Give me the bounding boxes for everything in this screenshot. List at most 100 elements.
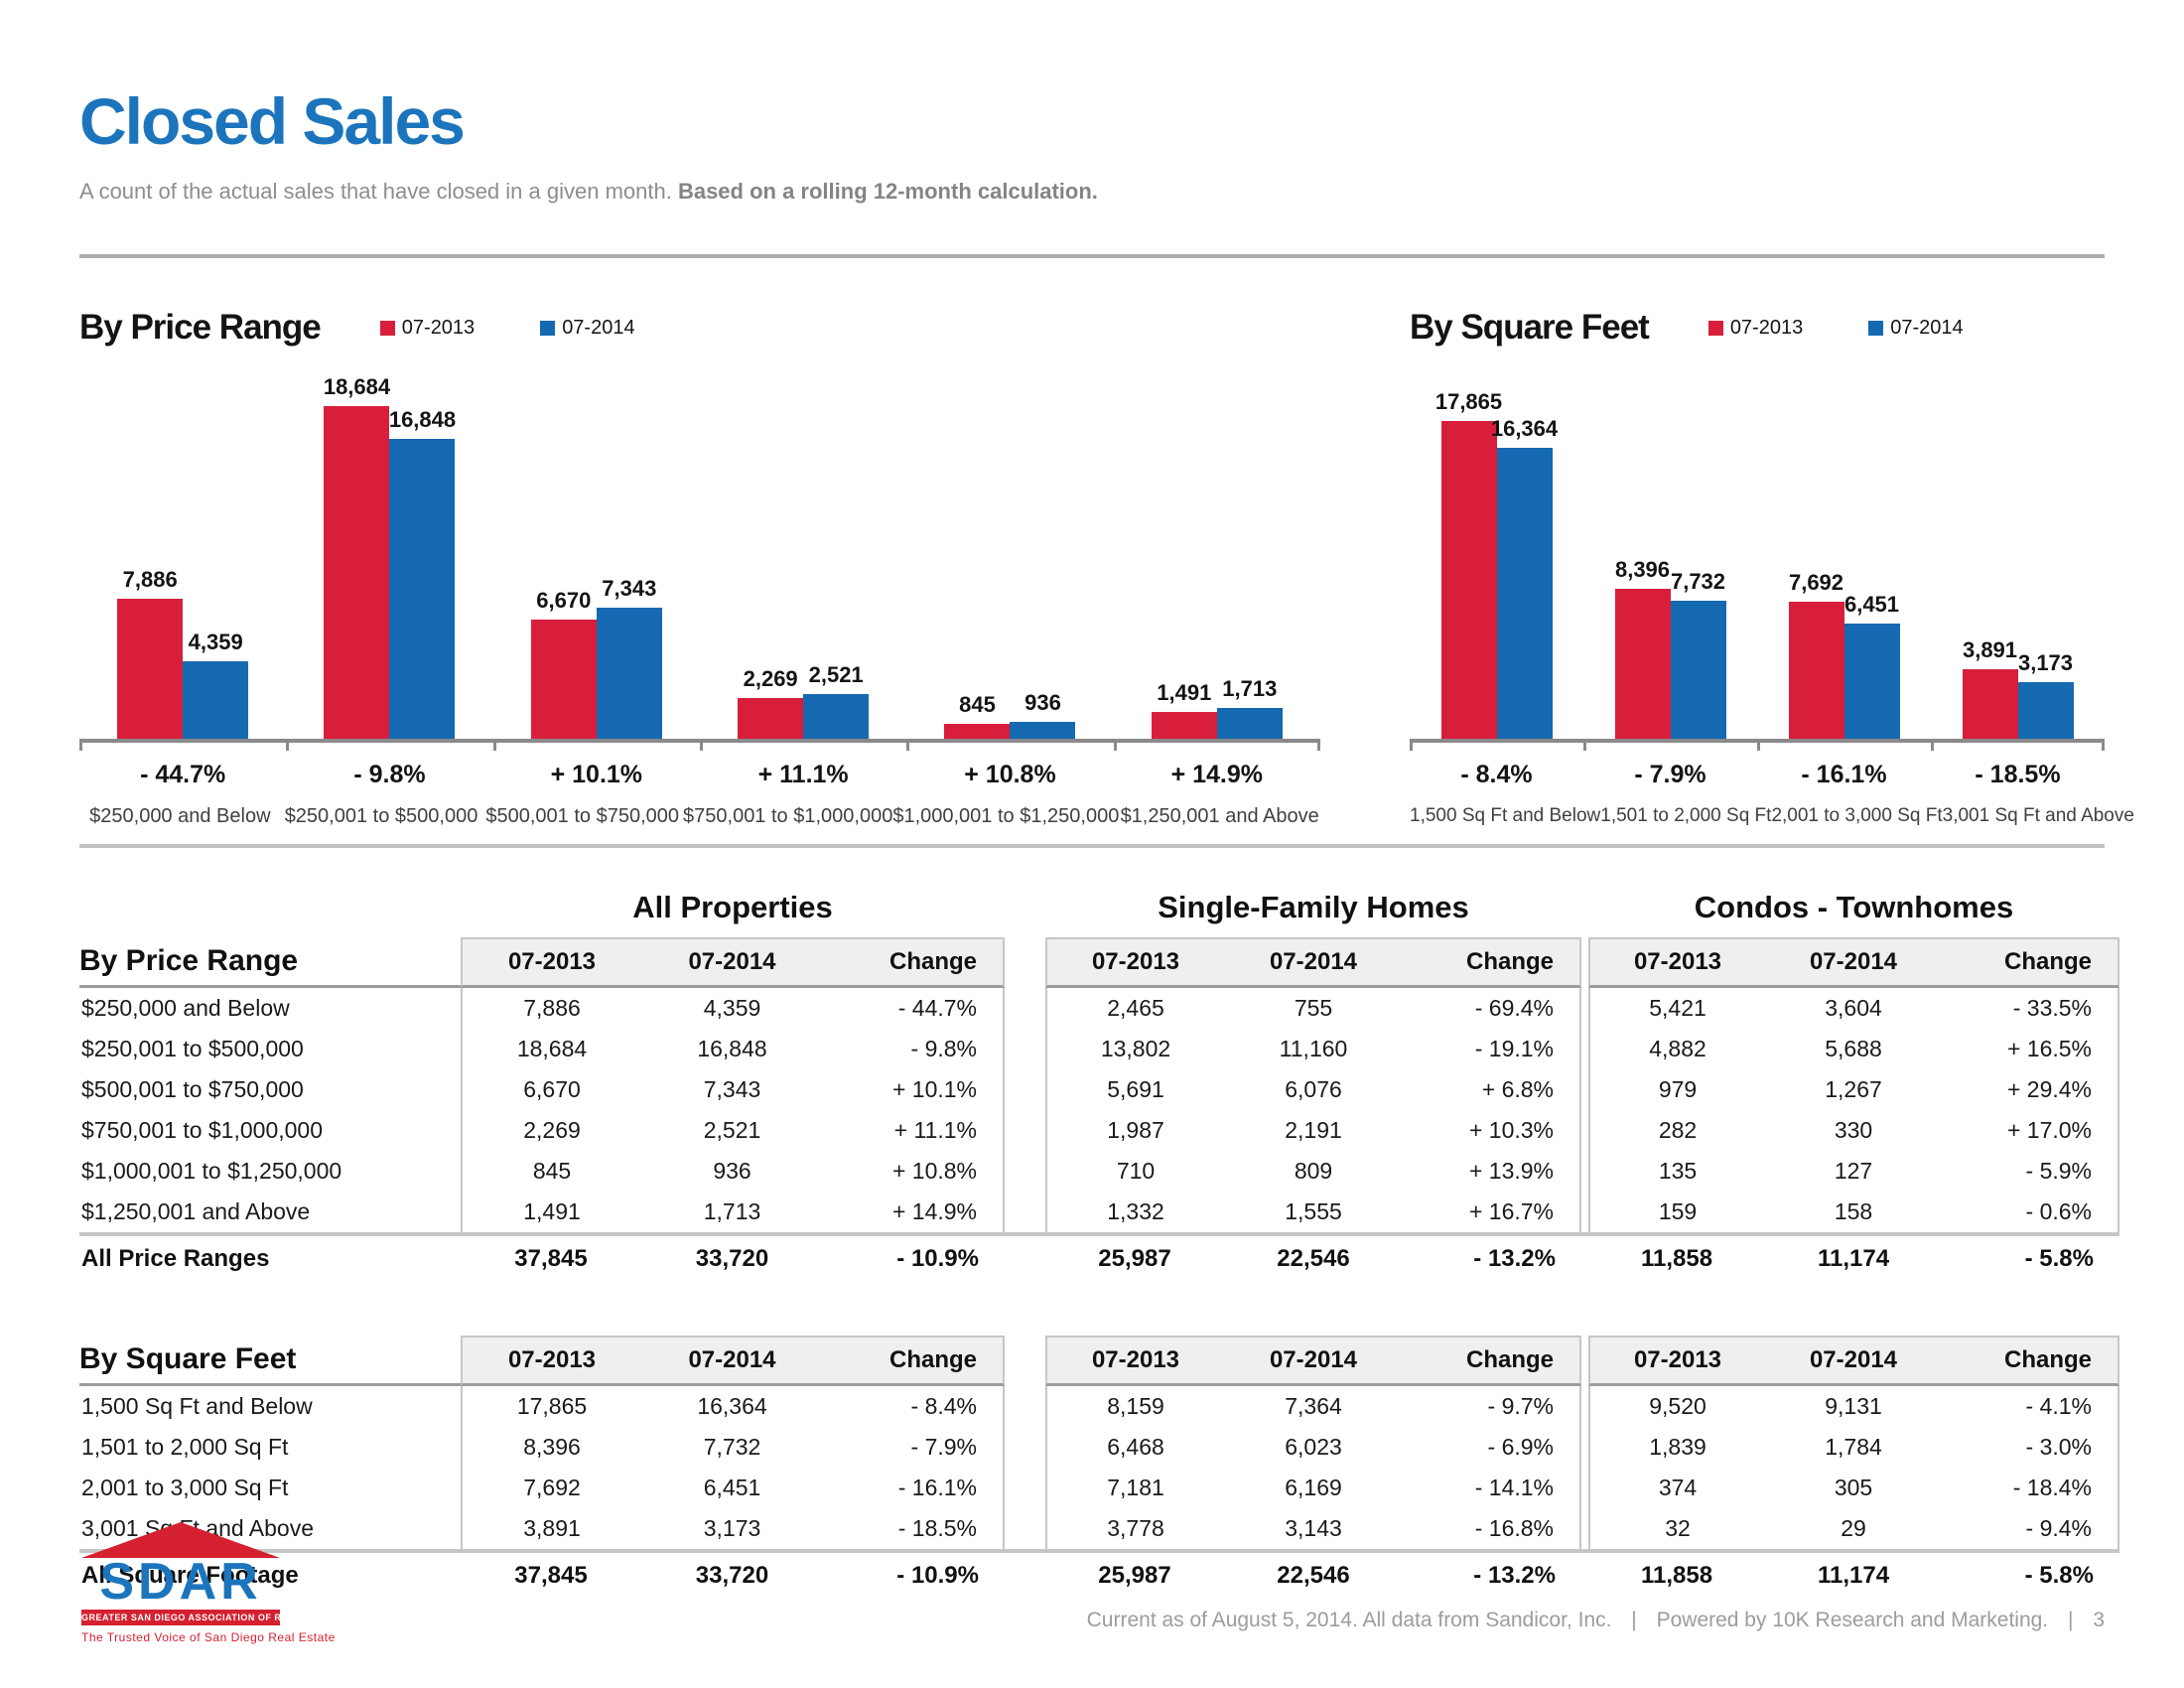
change-cell: - 9.8% bbox=[823, 1029, 1005, 1069]
bar-wrap: 2,269 bbox=[738, 666, 804, 739]
bar-2013 bbox=[1614, 589, 1671, 739]
value-cell: 9,520 bbox=[1588, 1386, 1765, 1427]
row-label: $750,001 to $1,000,000 bbox=[81, 1117, 324, 1143]
value-cell: 16,848 bbox=[697, 1036, 767, 1061]
bar-2013 bbox=[1151, 712, 1217, 739]
sdar-logo-tagline: The Trusted Voice of San Diego Real Esta… bbox=[81, 1630, 336, 1644]
col-header: Change bbox=[823, 1336, 1005, 1386]
table-gap bbox=[1005, 1232, 1045, 1282]
col-header: 07-2013 bbox=[1045, 937, 1224, 988]
change-cell: - 44.7% bbox=[823, 988, 1005, 1029]
bar-2014 bbox=[1843, 624, 1900, 739]
value-cell: 135 bbox=[1588, 1151, 1765, 1192]
axis-tick bbox=[286, 739, 290, 751]
row-label: $1,000,001 to $1,250,000 bbox=[81, 1158, 342, 1184]
total-change-cell: - 5.8% bbox=[1942, 1232, 2119, 1282]
change-cell: - 6.9% bbox=[1403, 1427, 1581, 1468]
change-cell: + 10.3% bbox=[1403, 1110, 1581, 1151]
value-cell: 2,521 bbox=[703, 1117, 761, 1143]
table-gap bbox=[1005, 1029, 1045, 1069]
value-cell: 18,684 bbox=[461, 1029, 641, 1069]
bar-2014 bbox=[596, 608, 662, 739]
value-cell: 6,468 bbox=[1045, 1427, 1224, 1468]
footer-separator: | bbox=[2068, 1609, 2074, 1631]
bar-wrap: 7,692 bbox=[1788, 570, 1844, 739]
value-cell: 1,332 bbox=[1045, 1192, 1224, 1232]
value-cell: 3,778 bbox=[1045, 1508, 1224, 1549]
table-gap bbox=[1581, 1151, 1588, 1192]
table-gap bbox=[1581, 1110, 1588, 1151]
change-cell: - 0.6% bbox=[1942, 1192, 2119, 1232]
change-cell: - 69.4% bbox=[1403, 988, 1581, 1029]
col-header: 07-2014 bbox=[1224, 937, 1403, 988]
legend-swatch-icon bbox=[540, 320, 556, 336]
bar-wrap: 7,732 bbox=[1670, 569, 1726, 739]
change-cell: - 16.1% bbox=[823, 1468, 1005, 1508]
change-cell: - 33.5% bbox=[1942, 988, 2119, 1029]
total-row-label: All Price Ranges bbox=[79, 1232, 461, 1282]
total-change-cell: - 13.2% bbox=[1403, 1549, 1581, 1599]
col-header: 07-2014 bbox=[641, 937, 823, 988]
table-by-square-feet: By Square Feet 07-2013 07-2014 Change 07-201… bbox=[79, 1336, 2119, 1599]
bar-2014 bbox=[2017, 682, 2074, 739]
total-value-cell: 22,546 bbox=[1224, 1232, 1403, 1282]
bar-wrap: 1,491 bbox=[1151, 680, 1217, 739]
chart-plot: 7,886 4,359 18,684 16,848 6,670 7,343 2,269 2,5… bbox=[79, 359, 1320, 739]
value-cell: 7,343 bbox=[703, 1076, 761, 1102]
change-label: - 44.7% bbox=[140, 761, 226, 788]
value-cell: 5,421 bbox=[1588, 988, 1765, 1029]
bar-group: 845 936 bbox=[906, 359, 1113, 739]
total-change-cell: - 10.9% bbox=[823, 1549, 1005, 1599]
value-cell: 1,491 bbox=[461, 1192, 641, 1232]
value-cell: 1,839 bbox=[1588, 1427, 1765, 1468]
chart-price-range: By Price Range 07-2013 07-2014 7,886 4,359… bbox=[79, 302, 1320, 828]
table-gap bbox=[1005, 1151, 1045, 1192]
total-change-cell: - 13.2% bbox=[1403, 1232, 1581, 1282]
change-cell: + 14.9% bbox=[823, 1192, 1005, 1232]
value-cell: 2,465 bbox=[1045, 988, 1224, 1029]
total-change-cell: - 5.8% bbox=[1942, 1549, 2119, 1599]
bar-2014 bbox=[1010, 722, 1076, 739]
legend-swatch-icon bbox=[1707, 320, 1723, 336]
bar-2013 bbox=[1788, 602, 1844, 739]
bar-value-label: 4,359 bbox=[188, 630, 243, 654]
col-header: 07-2014 bbox=[1765, 937, 1942, 988]
table-gap bbox=[1005, 1386, 1045, 1427]
value-cell: 7,732 bbox=[703, 1434, 761, 1460]
bar-value-label: 17,865 bbox=[1434, 389, 1503, 414]
sdar-logo-org: GREATER SAN DIEGO ASSOCIATION OF REALTOR… bbox=[81, 1610, 334, 1625]
value-cell: 29 bbox=[1841, 1515, 1866, 1541]
bar-wrap: 3,891 bbox=[1962, 637, 2018, 739]
bar-value-label: 6,451 bbox=[1843, 592, 1900, 617]
legend-item: 07-2013 bbox=[1707, 317, 1803, 340]
change-label: + 10.1% bbox=[550, 761, 643, 788]
category-label: $750,001 to $1,000,000 bbox=[683, 805, 893, 827]
col-header: 07-2013 bbox=[461, 937, 641, 988]
table-gap bbox=[1581, 1069, 1588, 1110]
col-header: 07-2014 bbox=[1765, 1336, 1942, 1386]
category-label: $500,001 to $750,000 bbox=[485, 805, 679, 827]
table-gap bbox=[1005, 937, 1045, 988]
axis-tick bbox=[79, 739, 82, 751]
section-divider bbox=[79, 844, 2105, 848]
bar-value-label: 7,732 bbox=[1670, 569, 1726, 594]
change-label: - 18.5% bbox=[1975, 761, 2061, 788]
bar-value-label: 936 bbox=[1024, 690, 1061, 715]
chart-x-axis bbox=[1410, 739, 2105, 751]
value-cell: 7,886 bbox=[461, 988, 641, 1029]
value-cell: 158 bbox=[1834, 1198, 1873, 1224]
change-cell: + 16.5% bbox=[1942, 1029, 2119, 1069]
total-value-cell: 25,987 bbox=[1045, 1549, 1224, 1599]
bar-value-label: 16,364 bbox=[1490, 416, 1559, 441]
change-cell: - 19.1% bbox=[1403, 1029, 1581, 1069]
total-value-cell: 33,720 bbox=[641, 1549, 823, 1599]
value-cell: 6,451 bbox=[703, 1475, 761, 1500]
legend-swatch-icon bbox=[1868, 320, 1884, 336]
chart-square-feet: By Square Feet 07-2013 07-2014 17,865 16,3… bbox=[1410, 302, 2134, 828]
bar-value-label: 6,670 bbox=[536, 588, 592, 613]
table-gap bbox=[1581, 1549, 1588, 1599]
bar-2013 bbox=[738, 698, 804, 739]
chart-category-row: $250,000 and Below $250,001 to $500,000 $5… bbox=[79, 789, 1320, 828]
change-cell: + 17.0% bbox=[1942, 1110, 2119, 1151]
axis-tick bbox=[1410, 739, 1413, 751]
